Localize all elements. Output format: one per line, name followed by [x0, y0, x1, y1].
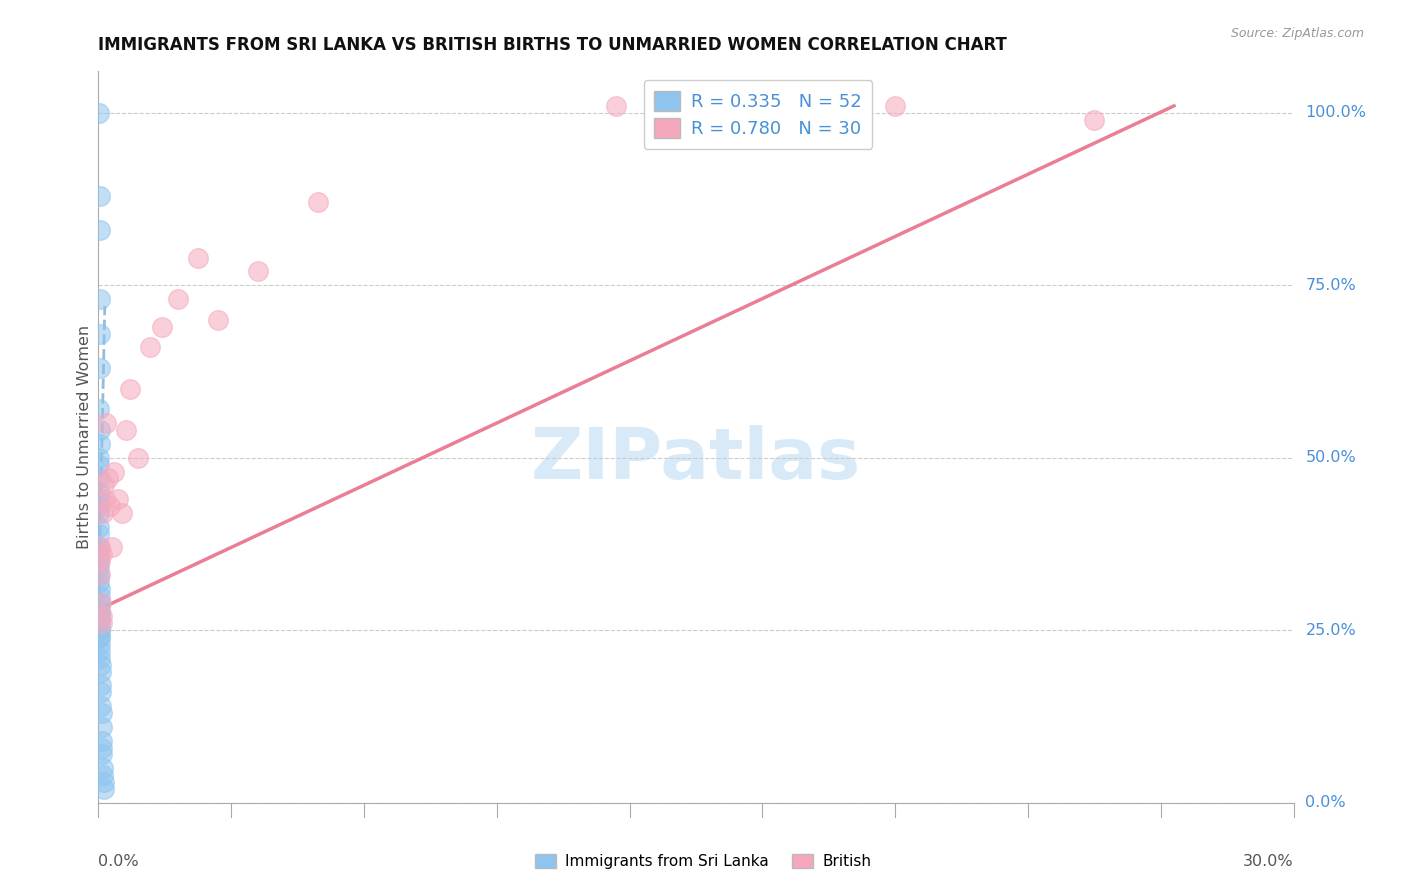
Point — [89, 188, 111, 202]
Point — [94, 492, 117, 507]
Legend: Immigrants from Sri Lanka, British: Immigrants from Sri Lanka, British — [529, 848, 877, 875]
Point — [97, 471, 120, 485]
Point — [150, 319, 173, 334]
Legend: R = 0.335   N = 52, R = 0.780   N = 30: R = 0.335 N = 52, R = 0.780 N = 30 — [644, 80, 872, 149]
Text: ZIPatlas: ZIPatlas — [531, 425, 860, 493]
Point — [89, 499, 111, 513]
Text: Source: ZipAtlas.com: Source: ZipAtlas.com — [1230, 27, 1364, 40]
Point — [120, 382, 142, 396]
Point — [89, 492, 111, 507]
Point — [90, 685, 112, 699]
Point — [90, 720, 112, 734]
Point — [89, 402, 111, 417]
Point — [91, 747, 114, 762]
Point — [89, 223, 111, 237]
Point — [89, 506, 111, 520]
Point — [139, 340, 162, 354]
Point — [89, 554, 111, 568]
Point — [89, 105, 111, 120]
Point — [91, 768, 114, 782]
Point — [91, 740, 114, 755]
Text: 0.0%: 0.0% — [1305, 796, 1346, 810]
Text: IMMIGRANTS FROM SRI LANKA VS BRITISH BIRTHS TO UNMARRIED WOMEN CORRELATION CHART: IMMIGRANTS FROM SRI LANKA VS BRITISH BIR… — [98, 36, 1007, 54]
Point — [89, 602, 111, 616]
Point — [246, 264, 269, 278]
Point — [90, 699, 112, 714]
Point — [884, 99, 907, 113]
Point — [89, 624, 111, 638]
Point — [115, 423, 138, 437]
Point — [307, 195, 329, 210]
Point — [167, 292, 190, 306]
Text: 25.0%: 25.0% — [1305, 623, 1357, 638]
Point — [89, 292, 111, 306]
Point — [1083, 112, 1105, 127]
Point — [89, 423, 111, 437]
Y-axis label: Births to Unmarried Women: Births to Unmarried Women — [77, 325, 91, 549]
Point — [605, 99, 627, 113]
Text: 30.0%: 30.0% — [1243, 854, 1294, 869]
Point — [111, 506, 134, 520]
Point — [91, 506, 114, 520]
Point — [89, 582, 111, 596]
Point — [89, 471, 111, 485]
Point — [96, 417, 118, 431]
Point — [89, 630, 111, 644]
Point — [89, 554, 111, 568]
Text: 0.0%: 0.0% — [98, 854, 139, 869]
Point — [187, 251, 209, 265]
Point — [89, 548, 111, 562]
Point — [89, 437, 111, 451]
Point — [90, 665, 112, 679]
Point — [89, 520, 111, 534]
Point — [89, 450, 111, 465]
Point — [103, 465, 125, 479]
Point — [89, 326, 111, 341]
Point — [90, 596, 112, 610]
Point — [93, 782, 115, 797]
Point — [91, 733, 114, 747]
Point — [89, 651, 111, 665]
Point — [89, 589, 111, 603]
Point — [89, 609, 111, 624]
Point — [89, 630, 111, 644]
Point — [91, 761, 114, 775]
Point — [89, 637, 111, 651]
Point — [89, 574, 111, 589]
Text: 50.0%: 50.0% — [1305, 450, 1357, 466]
Point — [107, 492, 129, 507]
Point — [127, 450, 149, 465]
Point — [90, 706, 112, 720]
Point — [89, 561, 111, 575]
Point — [89, 541, 111, 555]
Text: 75.0%: 75.0% — [1305, 277, 1357, 293]
Point — [91, 616, 114, 631]
Point — [90, 657, 112, 672]
Point — [89, 624, 111, 638]
Point — [207, 312, 229, 326]
Point — [89, 485, 111, 500]
Point — [89, 609, 111, 624]
Point — [93, 775, 115, 789]
Point — [89, 361, 111, 376]
Point — [101, 541, 124, 555]
Point — [89, 616, 111, 631]
Point — [89, 526, 111, 541]
Point — [93, 478, 115, 492]
Point — [90, 678, 112, 692]
Text: 100.0%: 100.0% — [1305, 105, 1367, 120]
Point — [89, 458, 111, 472]
Point — [89, 568, 111, 582]
Point — [89, 541, 111, 555]
Point — [89, 568, 111, 582]
Point — [90, 609, 112, 624]
Point — [98, 499, 122, 513]
Point — [91, 548, 114, 562]
Point — [89, 596, 111, 610]
Point — [89, 644, 111, 658]
